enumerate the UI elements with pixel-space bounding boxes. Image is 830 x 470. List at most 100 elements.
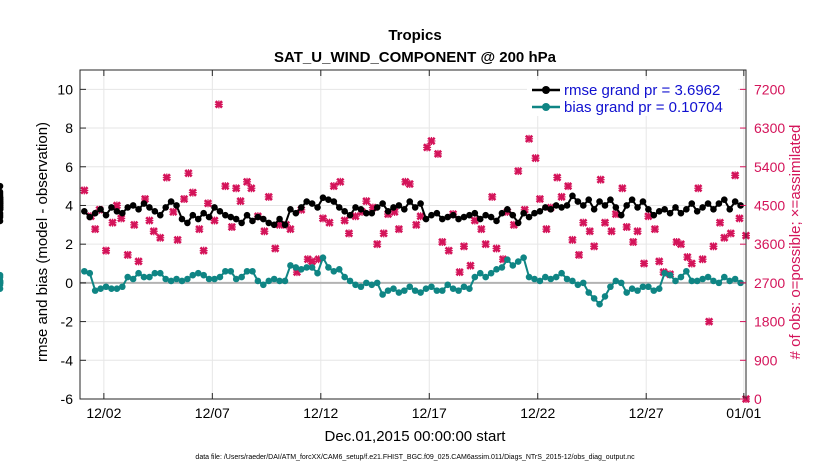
bias-series-point bbox=[558, 269, 565, 277]
bias-series-point bbox=[319, 254, 327, 262]
rmse-series-point bbox=[363, 209, 370, 217]
y-tick-label: 10 bbox=[57, 81, 73, 97]
rmse-series-point bbox=[113, 207, 121, 215]
rmse-series-point bbox=[129, 202, 137, 209]
rmse-series-point bbox=[384, 207, 392, 215]
rmse-series-point bbox=[460, 213, 468, 221]
obs-count-marker bbox=[184, 169, 193, 178]
bias-series-point bbox=[417, 289, 424, 296]
rmse-series-point bbox=[303, 198, 311, 205]
rmse-series-point bbox=[330, 198, 338, 205]
y-tick-label-right: 900 bbox=[754, 352, 778, 368]
rmse-series-point bbox=[601, 202, 609, 209]
rmse-series-point bbox=[661, 206, 668, 213]
bias-series-point bbox=[704, 273, 712, 281]
y-tick-label: -6 bbox=[61, 391, 74, 407]
bias-series-point bbox=[617, 279, 625, 287]
obs-count-marker bbox=[236, 197, 245, 206]
obs-count-marker bbox=[531, 154, 540, 163]
obs-count-marker bbox=[720, 233, 729, 242]
bias-series-point bbox=[129, 275, 137, 283]
rmse-series-point bbox=[650, 211, 658, 219]
bias-series-point bbox=[628, 285, 636, 292]
obs-count-marker bbox=[390, 207, 399, 217]
bias-series-point bbox=[401, 287, 408, 294]
bias-series-point bbox=[254, 277, 262, 285]
bias-series-point bbox=[471, 273, 479, 281]
bias-series-point bbox=[260, 281, 267, 289]
bias-series-point bbox=[531, 275, 538, 283]
bias-series-point bbox=[547, 275, 555, 283]
y-tick-label-right: 2700 bbox=[754, 275, 785, 291]
obs-count-marker bbox=[394, 225, 404, 234]
bias-series-point bbox=[276, 277, 283, 285]
bias-series-point bbox=[308, 264, 316, 271]
y-tick-label: 2 bbox=[65, 236, 73, 252]
rmse-series-point bbox=[151, 207, 159, 215]
rmse-series-point bbox=[254, 213, 262, 221]
rmse-series-point bbox=[563, 202, 571, 209]
obs-count-marker bbox=[455, 268, 464, 277]
obs-count-marker bbox=[563, 181, 573, 191]
rmse-series-point bbox=[715, 200, 723, 207]
bias-series-point bbox=[715, 279, 723, 287]
obs-count-marker bbox=[362, 197, 371, 206]
y-axis-label: rmse and bias (model - observation) bbox=[34, 122, 51, 362]
obs-count-marker bbox=[318, 214, 328, 223]
bias-series-point bbox=[444, 281, 452, 289]
obs-count-marker bbox=[553, 173, 562, 182]
bias-series-point bbox=[693, 277, 701, 285]
obs-count-marker bbox=[264, 192, 273, 201]
obs-count-marker bbox=[585, 227, 594, 236]
rmse-series-point bbox=[666, 209, 674, 217]
rmse-series-point bbox=[417, 200, 424, 207]
x-tick-label: 12/17 bbox=[412, 405, 447, 421]
bias-series-point bbox=[601, 293, 609, 300]
bias-series-point bbox=[509, 262, 517, 269]
rmse-series-point bbox=[124, 204, 132, 211]
bias-series-point bbox=[216, 273, 224, 281]
rmse-series-point bbox=[341, 207, 348, 215]
chart-title: Tropics bbox=[388, 27, 441, 44]
rmse-series-point bbox=[211, 204, 218, 211]
legend-label-rmse: rmse grand pr = 3.6962 bbox=[564, 82, 720, 99]
obs-count-marker bbox=[336, 177, 345, 186]
bias-series-point bbox=[325, 264, 332, 271]
bias-series-point bbox=[721, 273, 728, 281]
bias-series-point bbox=[184, 275, 191, 283]
rmse-series-point bbox=[162, 204, 169, 211]
rmse-series-point bbox=[699, 204, 706, 211]
bias-series-point bbox=[455, 287, 462, 294]
obs-count-marker bbox=[574, 250, 584, 260]
bias-series-point bbox=[297, 266, 305, 273]
bias-series-point bbox=[672, 277, 679, 285]
rmse-series-point bbox=[352, 204, 359, 211]
bias-series-point bbox=[390, 285, 397, 292]
obs-count-marker bbox=[629, 237, 638, 247]
bias-series-point bbox=[569, 277, 576, 285]
rmse-series-point bbox=[726, 206, 734, 213]
obs-count-marker bbox=[271, 244, 280, 253]
rmse-series-point bbox=[184, 219, 191, 227]
chart-subtitle: SAT_U_WIND_COMPONENT @ 200 hPa bbox=[274, 49, 557, 66]
rmse-series-point bbox=[731, 198, 739, 205]
rmse-series-point bbox=[509, 211, 517, 219]
bias-series-point bbox=[97, 285, 104, 292]
obs-count-marker bbox=[600, 218, 610, 227]
bias-series-point bbox=[666, 271, 674, 279]
rmse-series-point bbox=[579, 202, 587, 209]
obs-count-marker bbox=[91, 225, 100, 234]
bias-series-point bbox=[460, 283, 468, 291]
bias-series-point bbox=[552, 273, 560, 281]
rmse-series-point bbox=[607, 196, 614, 203]
rmse-series-point bbox=[585, 196, 593, 203]
bias-series-point bbox=[373, 279, 381, 287]
rmse-series-point bbox=[449, 211, 457, 219]
bias-series-point bbox=[265, 277, 273, 285]
bias-series-point bbox=[607, 283, 614, 291]
rmse-series-point bbox=[0, 202, 4, 209]
bias-series-point bbox=[0, 281, 4, 289]
x-tick-label: 01/01 bbox=[726, 405, 761, 421]
x-tick-label: 12/02 bbox=[86, 405, 121, 421]
bias-series-point bbox=[314, 269, 321, 277]
